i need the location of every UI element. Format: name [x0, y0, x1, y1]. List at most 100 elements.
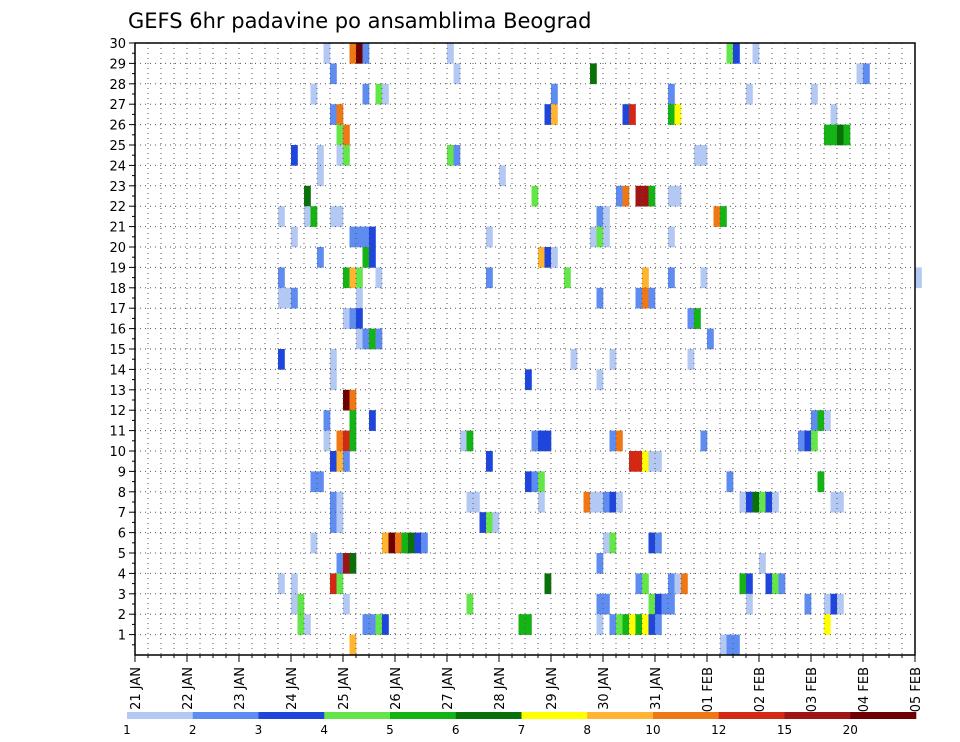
- precip-cell: [330, 206, 337, 227]
- precip-cell: [375, 328, 383, 350]
- precip-cell: [642, 267, 649, 289]
- x-tick-label: 31 JAN: [649, 667, 664, 710]
- precip-cell: [590, 491, 597, 513]
- precip-cell: [837, 593, 844, 615]
- precip-cell: [304, 614, 311, 635]
- precip-cell: [297, 593, 305, 615]
- precip-cell: [330, 512, 337, 533]
- x-tick-label: 01 FEB: [701, 667, 716, 712]
- precip-cell: [551, 247, 558, 268]
- precip-cell: [596, 369, 604, 391]
- precip-cell: [330, 63, 337, 85]
- y-tick-label: 24: [109, 159, 126, 174]
- x-tick-label: 21 JAN: [129, 667, 144, 710]
- x-tick-label: 26 JAN: [389, 667, 404, 710]
- precip-cell: [343, 451, 350, 472]
- precip-cell: [330, 573, 337, 595]
- y-tick-label: 26: [109, 119, 126, 134]
- precip-cell: [349, 43, 357, 64]
- colorbar-swatch: [587, 712, 654, 719]
- precip-cell: [668, 185, 675, 207]
- precip-cell: [668, 267, 675, 289]
- y-tick-label: 10: [109, 445, 126, 460]
- x-tick-label: 24 JAN: [285, 667, 300, 710]
- data-cells: [278, 43, 922, 656]
- precip-cell: [830, 124, 838, 146]
- colorbar-swatch: [521, 712, 588, 719]
- x-tick-label: 22 JAN: [181, 667, 196, 710]
- colorbar-swatch: [390, 712, 457, 719]
- precip-cell: [687, 308, 695, 329]
- precip-cell: [609, 491, 617, 513]
- y-axis: 1234567891011121314151617181920212223242…: [109, 37, 135, 646]
- precip-cell: [668, 83, 675, 105]
- precip-cell: [362, 614, 370, 635]
- colorbar: 1 2 3 4 5 6 7 8 10 12 15 20: [123, 712, 917, 737]
- precip-cell: [824, 614, 831, 635]
- precip-cell: [694, 145, 701, 166]
- precip-cell: [349, 308, 357, 329]
- precip-cell: [687, 349, 695, 370]
- precip-cell: [356, 287, 363, 309]
- x-tick-label: 29 JAN: [545, 667, 560, 710]
- precip-cell: [375, 267, 383, 289]
- precip-cell: [759, 491, 766, 513]
- precip-cell: [564, 267, 571, 289]
- y-tick-label: 1: [118, 629, 126, 644]
- y-tick-label: 11: [109, 425, 126, 440]
- precip-cell: [596, 287, 604, 309]
- precip-cell: [700, 267, 708, 289]
- precip-cell: [629, 104, 636, 125]
- precip-cell: [655, 532, 662, 554]
- precip-cell: [720, 206, 727, 227]
- precip-cell: [382, 532, 389, 554]
- x-tick-label: 27 JAN: [441, 667, 456, 710]
- precip-cell: [837, 124, 844, 146]
- precip-cell: [408, 532, 415, 554]
- precip-cell: [531, 430, 539, 452]
- precip-cell: [356, 328, 363, 350]
- precip-cell: [811, 430, 818, 452]
- colorbar-swatch: [653, 712, 720, 719]
- precip-cell: [700, 145, 708, 166]
- precip-cell: [538, 247, 545, 268]
- y-tick-label: 22: [109, 200, 126, 215]
- precip-cell: [720, 634, 727, 656]
- precip-cell: [772, 573, 779, 595]
- precip-cell: [291, 593, 298, 615]
- precip-cell: [642, 614, 649, 635]
- precip-cell: [570, 349, 578, 370]
- precip-cell: [291, 573, 298, 595]
- precip-cell: [635, 573, 643, 595]
- precip-cell: [544, 573, 552, 595]
- precip-cell: [486, 451, 493, 472]
- precip-cell: [486, 512, 493, 533]
- precip-cell: [538, 491, 545, 513]
- precip-cell: [473, 491, 480, 513]
- precip-cell: [310, 471, 318, 493]
- y-tick-label: 19: [109, 261, 126, 276]
- precip-cell: [336, 553, 344, 574]
- precip-cell: [596, 226, 604, 248]
- precip-cell: [369, 247, 376, 268]
- precip-cell: [765, 491, 773, 513]
- precip-cell: [661, 593, 669, 615]
- precip-cell: [317, 145, 324, 166]
- precip-cell: [824, 410, 831, 431]
- precip-cell: [733, 634, 740, 656]
- precip-cell: [304, 185, 311, 207]
- precip-cell: [655, 593, 662, 615]
- y-tick-label: 6: [118, 527, 126, 542]
- x-tick-label: 02 FEB: [753, 667, 768, 712]
- precip-cell: [317, 247, 324, 268]
- precip-cell: [752, 491, 760, 513]
- precip-cell: [525, 369, 532, 391]
- colorbar-label: 5: [386, 723, 394, 737]
- precip-cell: [642, 287, 649, 309]
- y-tick-label: 27: [109, 98, 126, 113]
- y-tick-label: 9: [118, 465, 126, 480]
- precip-cell: [336, 451, 344, 472]
- precip-cell: [596, 206, 604, 227]
- precip-cell: [323, 410, 331, 431]
- precip-cell: [343, 593, 350, 615]
